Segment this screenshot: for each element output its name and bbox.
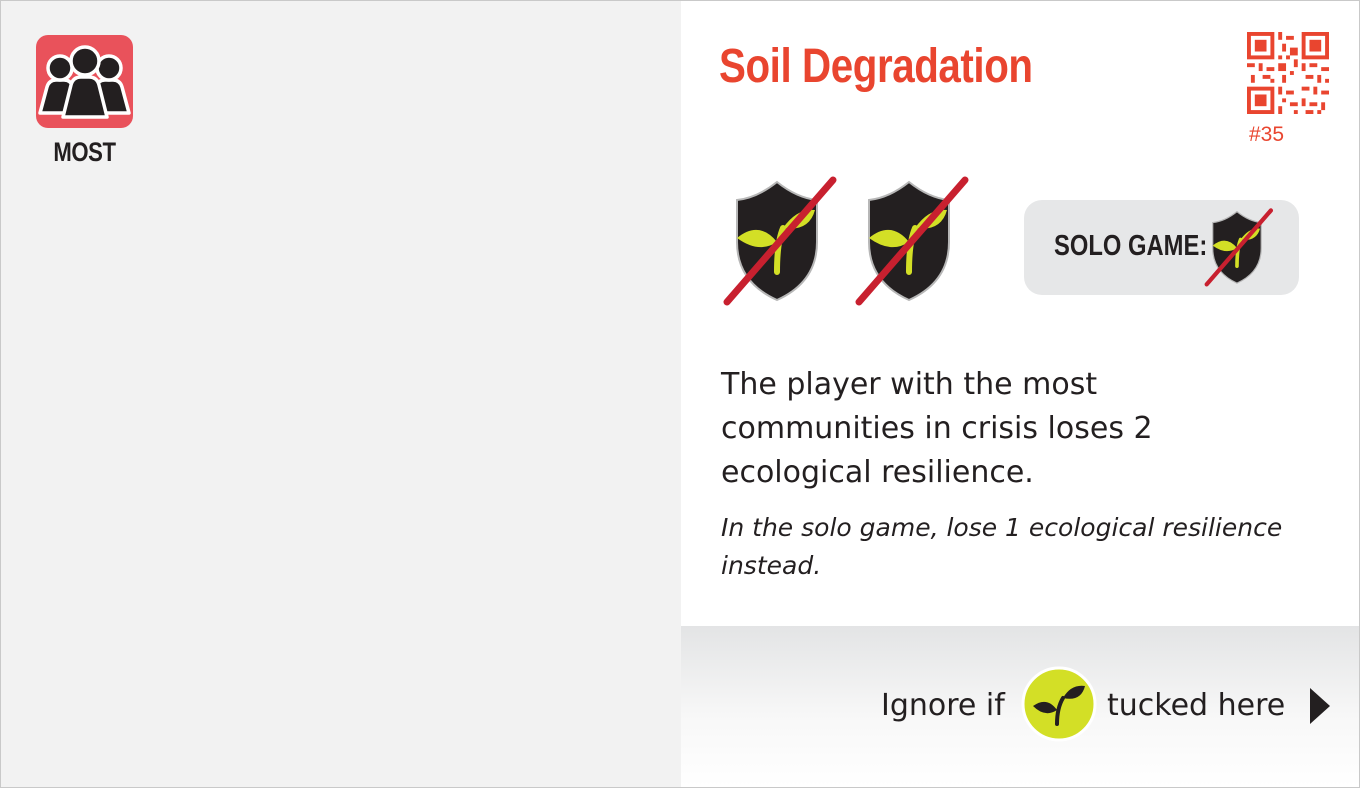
sprout-circle-icon [1021, 666, 1097, 742]
qr-code-icon[interactable] [1247, 32, 1329, 114]
solo-game-panel: SOLO GAME: [1024, 200, 1299, 295]
play-arrow-icon[interactable] [1308, 686, 1332, 726]
people-group-icon [38, 45, 131, 119]
condition-label: MOST [53, 137, 116, 167]
card-tuck-area: MOST [1, 1, 681, 787]
effect-text: The player with the most communities in … [721, 367, 1153, 490]
solo-rule-text: In the solo game, lose 1 ecological resi… [721, 513, 1283, 580]
crossed-sprout-shield-icon [723, 176, 837, 306]
card-face: Soil Degradation #35 [681, 1, 1359, 787]
crossed-sprout-shield-icon [855, 176, 969, 306]
footer-suffix: tucked here [1107, 688, 1286, 723]
card-number: #35 [1249, 123, 1285, 146]
footer-prefix: Ignore if [881, 688, 1005, 723]
card-title: Soil Degradation [719, 40, 1033, 93]
tuck-condition-footer: Ignore if tucked here [681, 626, 1359, 787]
solo-game-label: SOLO GAME: [1054, 230, 1208, 262]
condition-badge [36, 35, 133, 128]
crossed-sprout-shield-icon [1204, 208, 1274, 287]
